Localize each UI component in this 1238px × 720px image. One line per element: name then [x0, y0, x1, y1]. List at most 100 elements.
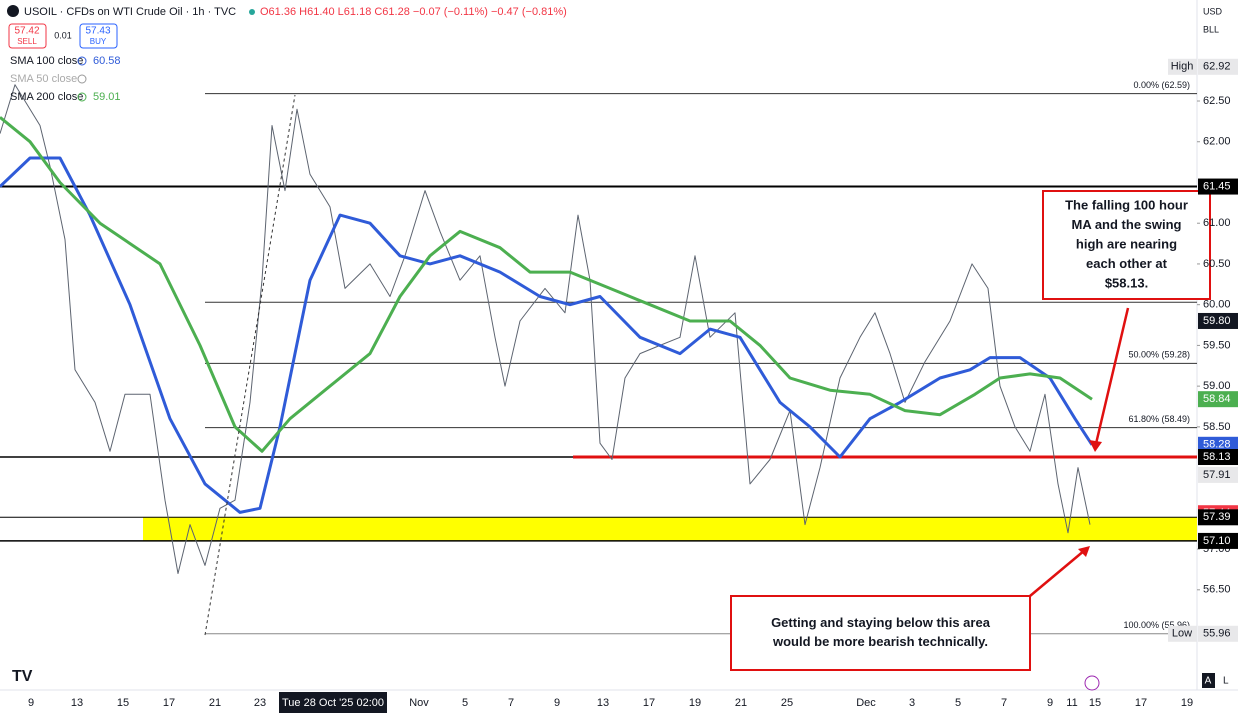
y-tick-label: 59.00 [1203, 380, 1231, 392]
auto-button[interactable] [1202, 673, 1215, 688]
sma-line [0, 156, 1094, 514]
price-tag-label: 57.91 [1203, 469, 1231, 481]
x-tick-label: 17 [1135, 697, 1147, 709]
axes: 62.50 62.00 61.00 60.50 60.00 59.50 59.00 58.50… [28, 58, 1238, 713]
indicator-name: SMA 200 close [10, 91, 83, 103]
x-tick-label: 15 [117, 697, 129, 709]
fib-label: 100.00% (55.96) [1123, 620, 1190, 630]
symbol: USOIL · CFDs on WTI Crude Oil · 1h · TVC [24, 6, 236, 18]
price-tag [1198, 466, 1238, 483]
price-tag [1198, 532, 1238, 549]
annotation-text: high are nearing [1076, 236, 1177, 251]
x-tick-label: 13 [597, 697, 609, 709]
buy-button[interactable] [79, 23, 118, 49]
y-tick-label: 62.00 [1203, 136, 1231, 148]
crosshair-time-box [279, 692, 387, 713]
event-icon[interactable] [1084, 675, 1100, 691]
buy-label: BUY [90, 37, 107, 46]
indicator-value: 59.01 [93, 91, 121, 103]
plot: 0.00% (62.59) 50.00% (59.28) 61.80% (58.49… [0, 80, 1197, 635]
annotation-text: Getting and staying below this area [771, 615, 991, 630]
price-tag-label: 55.96 [1203, 628, 1231, 640]
annotation-text: each other at [1086, 256, 1168, 271]
price-tag-label: 57.10 [1203, 535, 1231, 547]
x-tick-label: 3 [909, 697, 915, 709]
header: USOIL · CFDs on WTI Crude Oil · 1h · TVC… [7, 5, 1229, 691]
x-tick-label: Nov [409, 697, 429, 709]
indicator-icon[interactable] [77, 74, 87, 84]
support-zone [143, 517, 1197, 541]
y-tick-label: 58.50 [1203, 421, 1231, 433]
fib-label: 61.80% (58.49) [1128, 414, 1190, 424]
x-tick-label: 17 [163, 697, 175, 709]
fib-label: 50.00% (59.28) [1128, 350, 1190, 360]
y-tick-label: 60.00 [1203, 299, 1231, 311]
x-tick-label: 25 [781, 697, 793, 709]
indicator-icon[interactable] [77, 56, 87, 66]
x-tick-label: 19 [1181, 697, 1193, 709]
x-tick-label: 9 [28, 697, 34, 709]
price-tag-label: 58.28 [1203, 439, 1231, 451]
sell-label: SELL [17, 37, 37, 46]
x-tick-label: 13 [71, 697, 83, 709]
x-tick-label: 21 [209, 697, 221, 709]
x-tick-label: 11 [1066, 697, 1077, 709]
x-tick-label: Tue 28 Oct '25 02:00 [282, 697, 384, 709]
x-tick-label: 17 [643, 697, 655, 709]
price-tag-name-box [1168, 625, 1197, 642]
annotation-text: MA and the swing [1071, 217, 1181, 232]
x-tick-label: 19 [689, 697, 701, 709]
price-line [0, 84, 1091, 574]
tv-logo: TV [12, 668, 33, 685]
sma-line [0, 116, 1093, 453]
y-tick-label: 61.00 [1203, 217, 1231, 229]
x-tick-label: Dec [856, 697, 876, 709]
price-tag-label: 61.45 [1203, 180, 1231, 192]
price-tag [1198, 58, 1238, 75]
x-tick-label: 7 [1001, 697, 1007, 709]
arrow-head [1089, 440, 1102, 452]
x-tick-label: 23 [254, 697, 266, 709]
annotation-box [730, 595, 1031, 671]
annotation-text: $58.13. [1105, 275, 1148, 290]
x-tick-label: 21 [735, 697, 747, 709]
price-tag-name: Low [1172, 628, 1192, 640]
log-label: L [1223, 676, 1229, 687]
fib-label: 0.00% (62.59) [1133, 80, 1190, 90]
annotation-text: The falling 100 hour [1065, 197, 1188, 212]
annotation-text: would be more bearish technically. [772, 634, 988, 649]
price-tag [1198, 436, 1238, 453]
price-tag [1198, 391, 1238, 408]
buy-price: 57.43 [85, 26, 110, 37]
arrow [1093, 307, 1130, 449]
y-tick-label: 60.50 [1203, 258, 1231, 270]
y-tick-label: 56.50 [1203, 584, 1231, 596]
ohlc: O61.36 H61.40 L61.18 C61.28 −0.07 (−0.11… [260, 6, 567, 18]
x-tick-label: 5 [462, 697, 468, 709]
symbol-icon [7, 5, 19, 17]
currency: USD [1203, 6, 1223, 16]
indicator-value: 60.58 [93, 55, 121, 67]
status-dot [249, 9, 255, 15]
indicator-name: SMA 50 close [10, 73, 77, 85]
spread: 0.01 [54, 30, 72, 40]
y-tick-label: 59.50 [1203, 339, 1231, 351]
price-tag-label: 59.80 [1203, 315, 1231, 327]
annotation-box [1042, 190, 1211, 300]
x-tick-label: 5 [955, 697, 961, 709]
indicator-name: SMA 100 close [10, 55, 83, 67]
sell-button[interactable] [8, 23, 47, 49]
price-tag [1198, 509, 1238, 526]
indicator-icon[interactable] [77, 92, 87, 102]
price-tag-label: 58.84 [1203, 393, 1231, 405]
price-tag [1198, 178, 1238, 195]
sell-price: 57.42 [14, 26, 39, 37]
arrow [1029, 549, 1086, 597]
price-tag [1198, 449, 1238, 466]
price-tag-name-box [1168, 58, 1197, 75]
price-tag-name: High [1171, 61, 1194, 73]
price-tag-label: 62.92 [1203, 61, 1231, 73]
fib-trend [204, 94, 296, 636]
